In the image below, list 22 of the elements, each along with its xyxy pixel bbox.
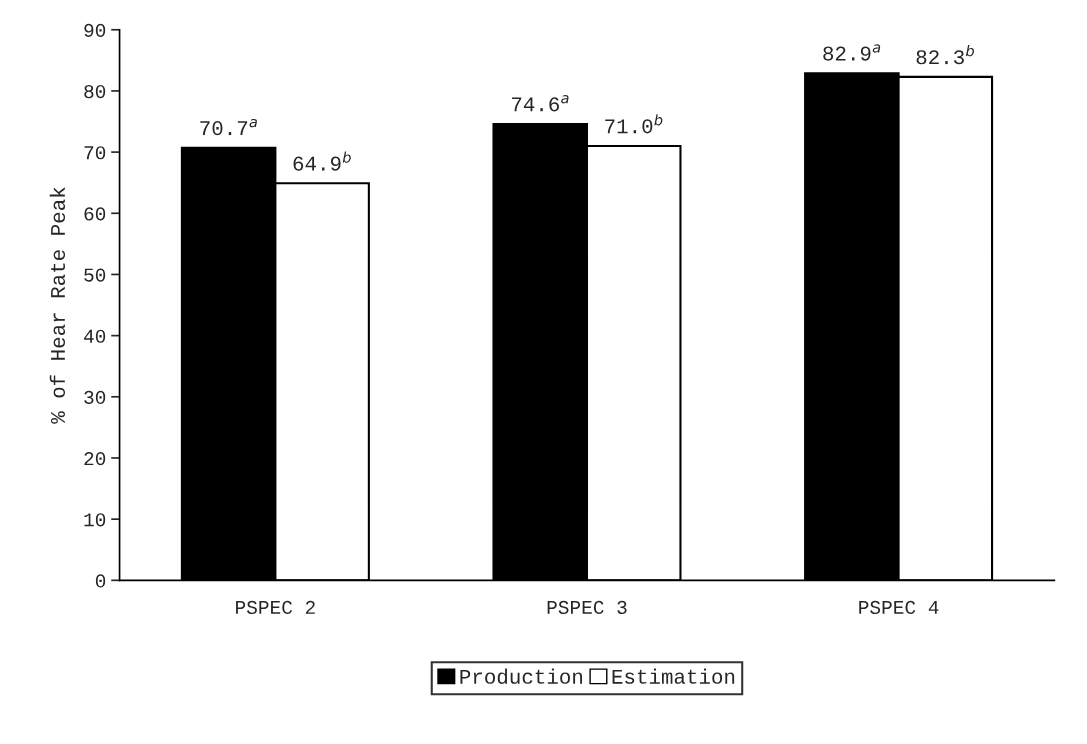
y-axis-title: % of Hear Rate Peak bbox=[49, 187, 66, 424]
y-tick-label: 80 bbox=[84, 84, 106, 99]
y-tick-label: 40 bbox=[84, 329, 106, 343]
y-tick-label: 90 bbox=[84, 23, 106, 37]
y-tick-label: 50 bbox=[84, 268, 106, 282]
y-tick-label: 10 bbox=[84, 513, 106, 527]
data-label: 82.3$^{b}$ bbox=[916, 45, 974, 65]
y-tick-label: 20 bbox=[84, 452, 106, 466]
data-label: 74.6$^{a}$ bbox=[511, 95, 569, 112]
legend-label: Production bbox=[460, 668, 583, 684]
y-tick-label: 60 bbox=[84, 207, 106, 221]
x-tick-label: PSPEC 4 bbox=[859, 600, 939, 615]
y-tick-label: 70 bbox=[84, 146, 106, 160]
y-tick-label: 0 bbox=[95, 574, 106, 588]
y-tick-label: 30 bbox=[84, 390, 106, 405]
data-label: 82.9$^{a}$ bbox=[823, 44, 881, 61]
legend-label: Estimation bbox=[612, 668, 735, 684]
data-label: 71.0$^{b}$ bbox=[605, 114, 663, 134]
x-tick-label: PSPEC 3 bbox=[547, 600, 627, 615]
data-label: 64.9$^{b}$ bbox=[293, 151, 351, 171]
data-label: 70.7$^{a}$ bbox=[200, 118, 257, 136]
x-tick-label: PSPEC 2 bbox=[236, 600, 315, 615]
